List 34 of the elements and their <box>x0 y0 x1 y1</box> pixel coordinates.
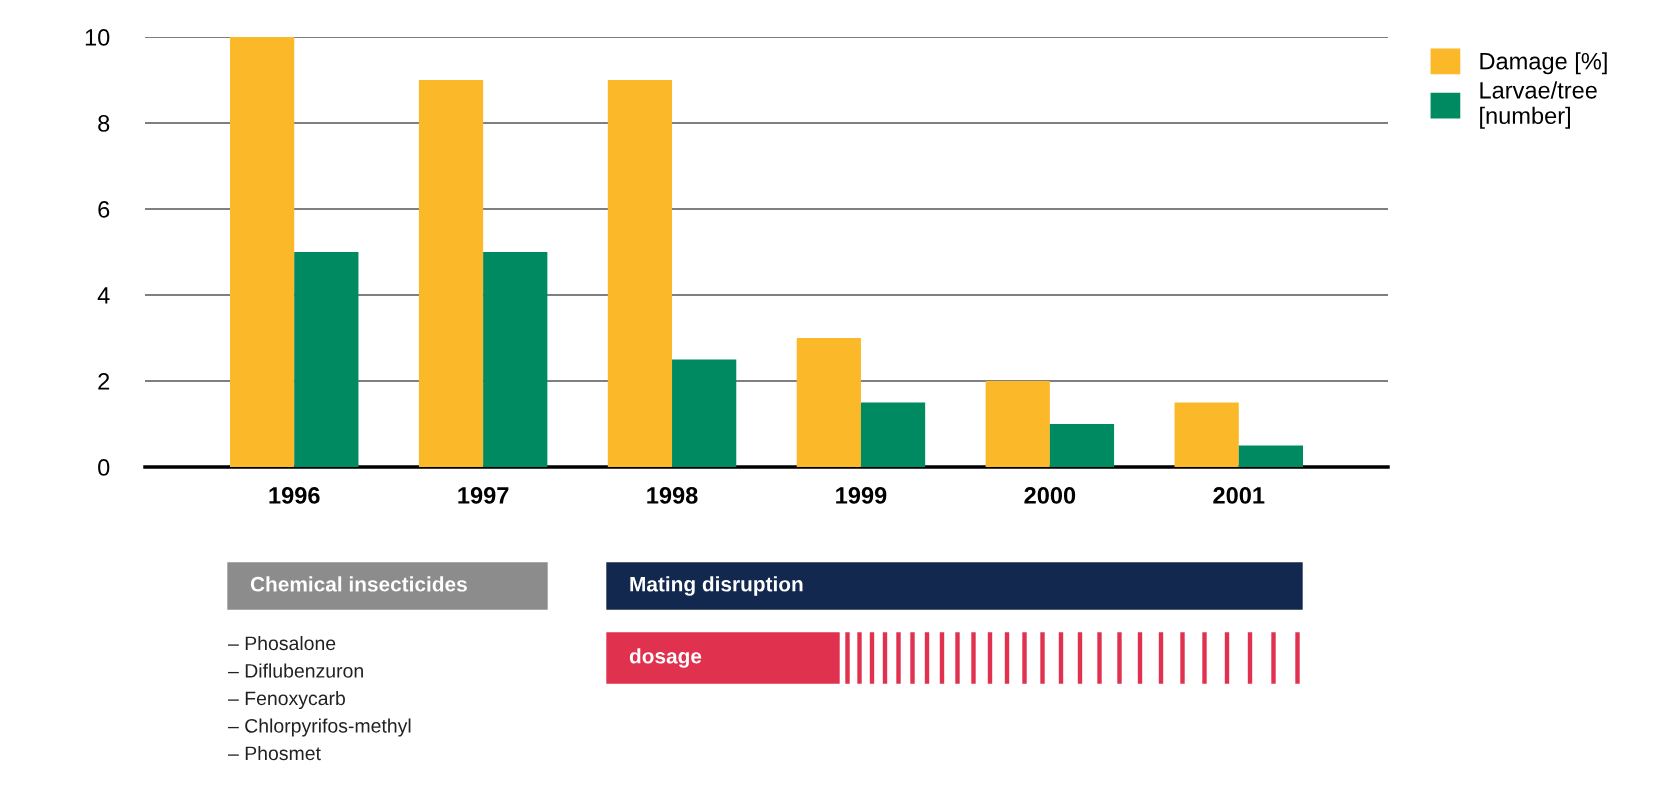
text: – Fenoxycarb <box>228 690 345 710</box>
bar <box>860 402 926 467</box>
text: Mating disruption <box>630 576 803 596</box>
y-tick-label: 6 <box>98 201 110 218</box>
bar <box>230 37 295 467</box>
y-tick-label: 4 <box>97 287 110 304</box>
y-tick-label: 8 <box>98 115 110 132</box>
bar <box>796 338 861 467</box>
text: – Chlorpyrifos-methyl <box>228 718 411 737</box>
text: – Phosmet <box>228 745 321 761</box>
x-tick-label: 1998 <box>647 487 698 504</box>
x-tick-label: 2001 <box>1213 487 1265 504</box>
bar <box>1049 424 1115 467</box>
bar <box>1238 445 1303 467</box>
text: Chemical insecticides <box>250 576 467 592</box>
x-tick-label: 2000 <box>1024 487 1076 504</box>
bar <box>1174 402 1239 467</box>
bar <box>483 252 548 467</box>
x-tick-label: 1996 <box>269 487 320 504</box>
bar <box>294 252 359 467</box>
bar <box>985 381 1050 467</box>
legend-label: Damage [%] <box>1480 52 1607 75</box>
text: – Diflubenzuron <box>228 663 363 678</box>
bar <box>418 80 484 467</box>
bar <box>607 80 673 467</box>
y-tick-label: 2 <box>98 373 110 390</box>
y-tick-label: 10 <box>85 29 110 46</box>
x-tick-label: 1999 <box>836 487 887 504</box>
y-tick-label: 0 <box>98 459 110 476</box>
text: dosage <box>629 648 702 668</box>
text: – Phosalone <box>228 635 336 651</box>
x-tick-label: 1997 <box>458 487 509 504</box>
legend-label: Larvae/tree [number] <box>1480 81 1597 129</box>
bar <box>672 359 737 467</box>
